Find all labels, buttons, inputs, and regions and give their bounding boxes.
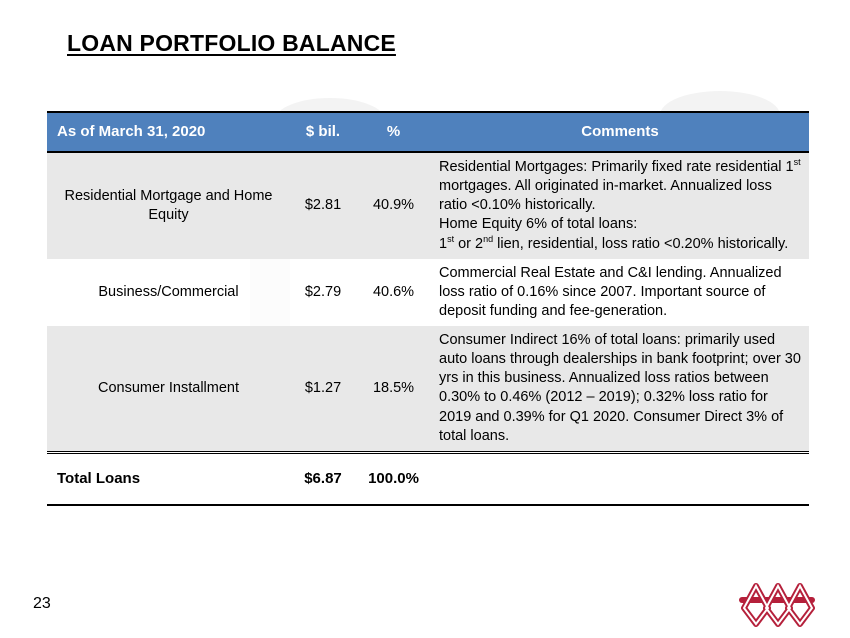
row-percent: 40.6% [356, 258, 431, 326]
header-as-of: As of March 31, 2020 [47, 111, 290, 153]
row-comment: Residential Mortgages: Primarily fixed r… [431, 152, 809, 259]
total-label: Total Loans [47, 452, 290, 506]
row-category: Residential Mortgage and Home Equity [47, 152, 290, 259]
row-amount: $1.27 [290, 326, 356, 454]
page-number: 23 [33, 595, 51, 612]
total-percent: 100.0% [356, 452, 431, 506]
header-amount: $ bil. [290, 111, 356, 153]
loan-portfolio-table: As of March 31, 2020 $ bil. % Comments R… [47, 111, 809, 506]
table-row-residential: Residential Mortgage and Home Equity $2.… [47, 152, 809, 259]
header-comments: Comments [431, 111, 809, 153]
row-amount: $2.81 [290, 152, 356, 259]
row-comment: Consumer Indirect 16% of total loans: pr… [431, 326, 809, 454]
header-percent: % [356, 111, 431, 153]
bank-knot-logo-icon [739, 583, 815, 627]
row-percent: 40.9% [356, 152, 431, 259]
total-comment-empty [431, 452, 809, 506]
row-comment: Commercial Real Estate and C&I lending. … [431, 258, 809, 326]
table-header-row: As of March 31, 2020 $ bil. % Comments [47, 111, 809, 153]
row-amount: $2.79 [290, 258, 356, 326]
page-title: LOAN PORTFOLIO BALANCE [67, 30, 396, 56]
row-category: Business/Commercial [47, 258, 290, 326]
table-row-consumer: Consumer Installment $1.27 18.5% Consume… [47, 326, 809, 454]
total-amount: $6.87 [290, 452, 356, 506]
table-row-business: Business/Commercial $2.79 40.6% Commerci… [47, 258, 809, 326]
row-category: Consumer Installment [47, 326, 290, 454]
row-percent: 18.5% [356, 326, 431, 454]
table-row-total: Total Loans $6.87 100.0% [47, 452, 809, 506]
